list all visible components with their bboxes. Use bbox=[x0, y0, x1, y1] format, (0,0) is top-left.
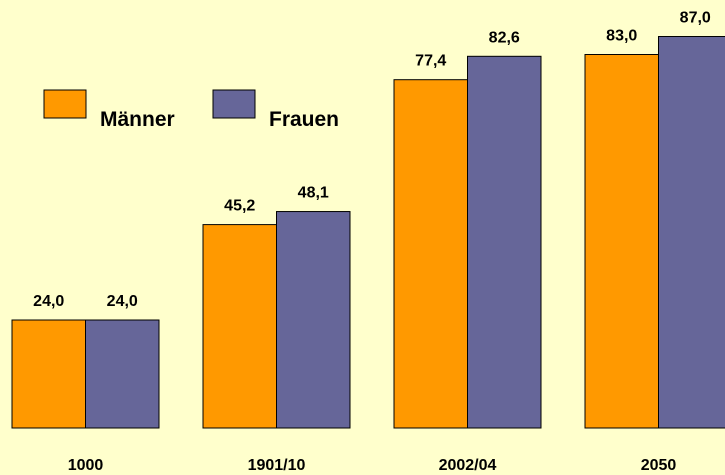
x-tick-label: 1901/10 bbox=[248, 457, 306, 474]
value-label: 87,0 bbox=[680, 10, 711, 27]
x-tick-label: 2002/04 bbox=[439, 457, 497, 474]
value-label: 83,0 bbox=[606, 28, 637, 45]
legend-swatch bbox=[212, 89, 256, 119]
value-label: 45,2 bbox=[224, 198, 255, 215]
value-label: 77,4 bbox=[415, 53, 446, 70]
bar bbox=[467, 55, 542, 429]
bar bbox=[202, 224, 277, 429]
bar bbox=[11, 319, 86, 429]
bar bbox=[658, 36, 725, 429]
bar bbox=[85, 319, 160, 429]
x-tick-label: 1000 bbox=[68, 457, 104, 474]
value-label: 24,0 bbox=[107, 293, 138, 310]
value-label: 24,0 bbox=[33, 293, 64, 310]
value-label: 82,6 bbox=[489, 29, 520, 46]
bar bbox=[393, 79, 468, 429]
value-label: 48,1 bbox=[298, 185, 329, 202]
legend-label: Frauen bbox=[269, 108, 339, 131]
legend-label: Männer bbox=[100, 108, 175, 131]
bar bbox=[276, 211, 351, 429]
x-tick-label: 2050 bbox=[641, 457, 677, 474]
legend-swatch bbox=[43, 89, 87, 119]
bar bbox=[584, 54, 659, 429]
